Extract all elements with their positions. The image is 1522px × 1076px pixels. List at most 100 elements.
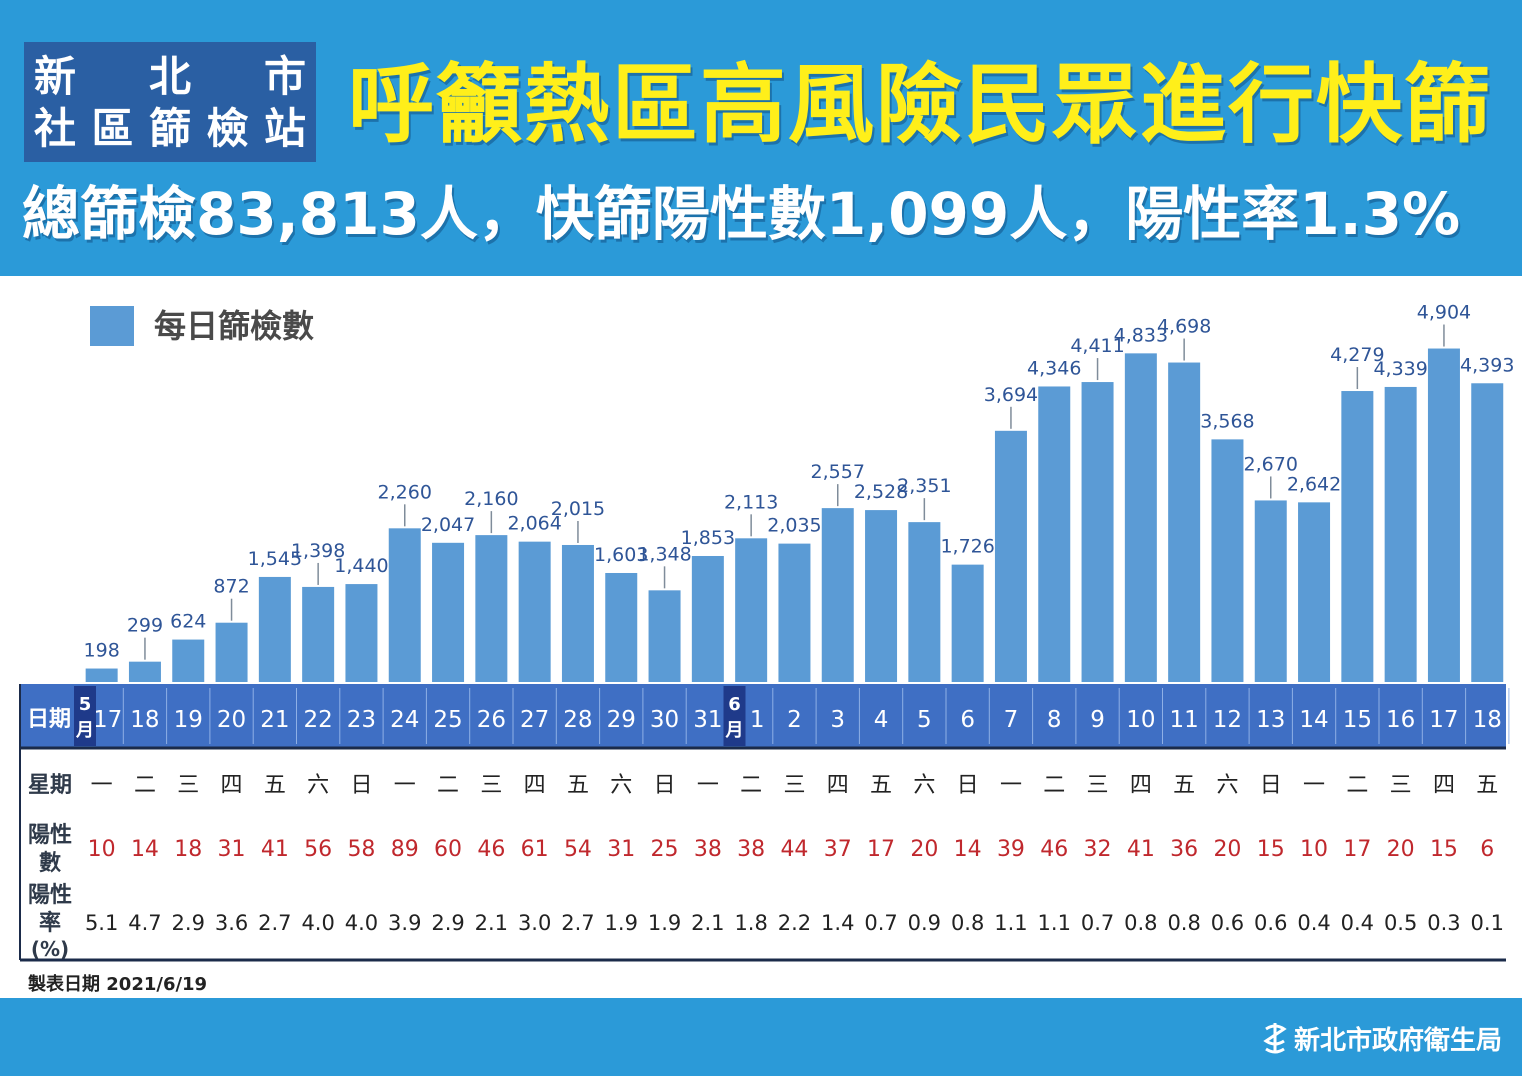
health-bureau-name: 新北市政府衛生局 xyxy=(1293,1025,1502,1056)
rate-cell: 0.9 xyxy=(908,911,941,935)
bar-value-label: 1,348 xyxy=(637,543,691,565)
positive-cell: 46 xyxy=(1040,837,1068,862)
bar-value-label: 299 xyxy=(127,615,163,637)
date-cell: 4 xyxy=(874,707,889,733)
bar xyxy=(605,572,638,682)
month-marker-june-number: 6 xyxy=(728,694,741,715)
row-label-weekday: 星期 xyxy=(28,773,72,798)
bar-value-label: 1,853 xyxy=(681,527,735,549)
bar xyxy=(85,668,118,682)
positive-cell: 17 xyxy=(867,837,895,862)
rate-cell: 0.4 xyxy=(1341,911,1374,935)
bar-value-label: 2,670 xyxy=(1244,453,1298,475)
bar xyxy=(1471,383,1504,682)
footer-banner: 新北市政府衛生局 xyxy=(0,998,1522,1076)
weekday-cell: 六 xyxy=(307,773,329,798)
bar xyxy=(735,538,768,682)
bar-value-label: 3,694 xyxy=(984,384,1038,406)
date-cell: 1 xyxy=(750,707,765,733)
weekday-cell: 二 xyxy=(437,773,459,798)
date-cell: 18 xyxy=(130,707,159,733)
weekday-cell: 四 xyxy=(827,773,849,798)
bar-value-label: 198 xyxy=(84,640,120,662)
weekday-cell: 三 xyxy=(177,773,199,798)
weekday-cell: 六 xyxy=(1216,773,1238,798)
badge-line-2: 社區篩檢站 xyxy=(34,104,306,153)
rate-cell: 1.4 xyxy=(821,911,854,935)
date-cell: 5 xyxy=(917,707,932,733)
positive-cell: 10 xyxy=(88,837,116,862)
bar xyxy=(821,508,854,682)
positive-cell: 15 xyxy=(1430,837,1458,862)
date-cell: 25 xyxy=(433,707,462,733)
date-cell: 14 xyxy=(1299,707,1328,733)
bar-value-label: 2,064 xyxy=(507,513,561,535)
bar xyxy=(258,576,291,682)
bar-value-label: 2,047 xyxy=(421,514,475,536)
weekday-cell: 四 xyxy=(524,773,546,798)
rate-cell: 0.8 xyxy=(1167,911,1200,935)
weekday-cell: 五 xyxy=(264,773,286,798)
positive-cell: 10 xyxy=(1300,837,1328,862)
rate-cell: 1.8 xyxy=(734,911,767,935)
date-cell: 17 xyxy=(1429,707,1458,733)
weekday-cell: 一 xyxy=(91,773,113,798)
city-badge: 新 北 市 社區篩檢站 xyxy=(24,42,316,162)
date-cell: 30 xyxy=(650,707,679,733)
month-marker-may-unit: 月 xyxy=(75,720,94,741)
month-marker-may-box xyxy=(74,686,96,746)
bar-value-label: 2,528 xyxy=(854,481,908,503)
row-label-rate: (%) xyxy=(31,937,69,961)
positive-cell: 56 xyxy=(304,837,332,862)
weekday-cell: 四 xyxy=(1130,773,1152,798)
bar-value-label: 4,346 xyxy=(1027,357,1081,379)
weekday-cell: 二 xyxy=(740,773,762,798)
positive-cell: 46 xyxy=(477,837,505,862)
weekday-cell: 四 xyxy=(1433,773,1455,798)
date-cell: 8 xyxy=(1047,707,1062,733)
date-cell: 2 xyxy=(787,707,802,733)
rate-cell: 0.7 xyxy=(864,911,897,935)
bar xyxy=(432,542,465,682)
rate-cell: 0.8 xyxy=(1124,911,1157,935)
bar-value-label: 2,351 xyxy=(897,475,951,497)
rate-cell: 3.9 xyxy=(388,911,421,935)
bar xyxy=(865,510,898,682)
bar xyxy=(1124,353,1157,682)
bar-value-label: 4,698 xyxy=(1157,316,1211,338)
positive-cell: 38 xyxy=(737,837,765,862)
bar-value-label: 4,411 xyxy=(1070,335,1124,357)
bar xyxy=(172,639,205,682)
bar-value-label: 1,603 xyxy=(594,544,648,566)
rate-cell: 2.7 xyxy=(561,911,594,935)
bar-value-label: 4,339 xyxy=(1373,358,1427,380)
weekday-cell: 二 xyxy=(1043,773,1065,798)
bar xyxy=(345,584,378,682)
positive-cell: 44 xyxy=(780,837,808,862)
bar-value-label: 2,113 xyxy=(724,491,778,513)
rate-cell: 0.5 xyxy=(1384,911,1417,935)
date-cell: 20 xyxy=(217,707,246,733)
badge-line-1: 新 北 市 xyxy=(34,52,306,101)
weekday-cell: 五 xyxy=(1476,773,1498,798)
weekday-cell: 二 xyxy=(1346,773,1368,798)
rate-cell: 0.1 xyxy=(1471,911,1504,935)
rate-cell: 2.1 xyxy=(475,911,508,935)
positive-cell: 89 xyxy=(391,837,419,862)
weekday-cell: 三 xyxy=(783,773,805,798)
date-cell: 11 xyxy=(1170,707,1199,733)
positive-cell: 14 xyxy=(131,837,159,862)
chart-date: 製表日期 2021/6/19 xyxy=(28,974,208,995)
positive-cell: 61 xyxy=(521,837,549,862)
positive-cell: 32 xyxy=(1084,837,1112,862)
bar-value-label: 1,545 xyxy=(248,548,302,570)
rate-cell: 2.1 xyxy=(691,911,724,935)
bar-value-label: 2,160 xyxy=(464,488,518,510)
positive-cell: 54 xyxy=(564,837,592,862)
header-banner: 新 北 市 社區篩檢站 呼籲熱區高風險民眾進行快篩 總篩檢83,813人，快篩陽… xyxy=(0,0,1522,276)
bar xyxy=(648,590,681,682)
bar xyxy=(518,541,551,682)
date-cell: 15 xyxy=(1343,707,1372,733)
bar xyxy=(561,544,594,682)
